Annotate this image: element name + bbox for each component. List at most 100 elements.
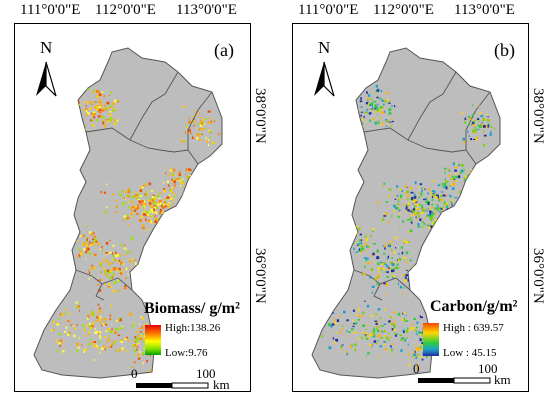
raster-speck: [432, 221, 436, 224]
raster-speck: [419, 349, 422, 351]
raster-speck: [417, 349, 420, 352]
raster-speck: [115, 211, 118, 213]
raster-speck: [437, 195, 439, 199]
raster-speck: [112, 193, 115, 195]
raster-speck: [114, 259, 117, 262]
raster-speck: [363, 257, 367, 259]
raster-speck: [131, 209, 133, 212]
raster-speck: [382, 112, 385, 114]
raster-speck: [338, 315, 341, 317]
raster-speck: [205, 118, 208, 120]
raster-speck: [409, 259, 412, 262]
raster-speck: [158, 200, 162, 203]
raster-speck: [130, 236, 134, 240]
raster-speck: [102, 344, 105, 348]
raster-speck: [360, 111, 364, 113]
raster-speck: [171, 178, 173, 181]
raster-speck: [402, 220, 404, 224]
raster-speck: [466, 177, 468, 180]
raster-speck: [378, 121, 380, 124]
raster-speck: [98, 111, 102, 114]
raster-speck: [103, 317, 106, 321]
raster-speck: [467, 130, 469, 133]
raster-speck: [433, 191, 437, 193]
raster-speck: [183, 140, 186, 142]
raster-speck: [394, 322, 396, 326]
raster-speck: [79, 309, 81, 312]
raster-speck: [188, 129, 191, 132]
raster-speck: [405, 330, 408, 334]
raster-speck: [407, 198, 409, 201]
raster-speck: [189, 169, 193, 171]
raster-speck: [82, 242, 85, 245]
raster-speck: [139, 350, 141, 354]
raster-speck: [136, 345, 139, 348]
raster-speck: [121, 190, 124, 193]
raster-speck: [189, 210, 191, 213]
raster-speck: [193, 124, 195, 127]
raster-speck: [379, 106, 382, 109]
raster-speck: [336, 319, 340, 322]
raster-speck: [451, 176, 454, 180]
raster-speck: [419, 192, 422, 194]
raster-speck: [98, 101, 100, 103]
raster-speck: [401, 337, 405, 340]
raster-speck: [463, 223, 466, 226]
raster-speck: [104, 270, 107, 273]
raster-speck: [147, 200, 151, 202]
raster-speck: [415, 208, 419, 210]
raster-speck: [94, 267, 96, 270]
raster-speck: [399, 194, 403, 196]
raster-speck: [429, 225, 433, 228]
raster-speck: [209, 117, 212, 119]
raster-speck: [454, 169, 457, 172]
raster-speck: [402, 292, 404, 295]
raster-speck: [74, 235, 78, 237]
raster-speck: [119, 272, 123, 275]
raster-speck: [471, 104, 474, 106]
raster-speck: [476, 136, 478, 139]
raster-speck: [196, 128, 198, 129]
panel-b-north-label: N: [318, 38, 331, 57]
raster-speck: [466, 204, 470, 207]
raster-speck: [52, 320, 55, 323]
raster-speck: [376, 283, 380, 285]
raster-speck: [469, 192, 472, 194]
raster-speck: [132, 343, 135, 346]
raster-speck: [166, 170, 168, 172]
raster-speck: [443, 185, 447, 189]
raster-speck: [380, 329, 382, 332]
raster-speck: [406, 190, 409, 194]
raster-speck: [89, 107, 92, 110]
raster-speck: [377, 120, 379, 122]
raster-speck: [427, 201, 430, 205]
raster-speck: [418, 196, 420, 199]
raster-speck: [452, 178, 456, 180]
raster-speck: [145, 196, 147, 199]
raster-speck: [107, 338, 110, 341]
raster-speck: [128, 201, 130, 203]
raster-speck: [188, 171, 190, 174]
raster-speck: [97, 115, 101, 118]
raster-speck: [366, 250, 369, 252]
raster-speck: [360, 114, 362, 117]
raster-speck: [412, 208, 415, 211]
raster-speck: [82, 234, 85, 238]
raster-speck: [106, 275, 108, 277]
raster-speck: [369, 333, 372, 337]
panel-a-lon-tick-112: 112°0'0"E: [95, 2, 156, 18]
raster-speck: [129, 250, 132, 253]
raster-speck: [416, 326, 418, 328]
raster-speck: [145, 213, 149, 216]
raster-speck: [411, 218, 413, 222]
raster-speck: [394, 236, 397, 239]
raster-speck: [469, 214, 471, 217]
raster-speck: [156, 205, 158, 208]
raster-speck: [92, 325, 94, 328]
raster-speck: [173, 184, 177, 187]
raster-speck: [386, 271, 389, 274]
raster-speck: [149, 204, 153, 207]
raster-speck: [97, 346, 99, 350]
raster-speck: [394, 332, 397, 335]
